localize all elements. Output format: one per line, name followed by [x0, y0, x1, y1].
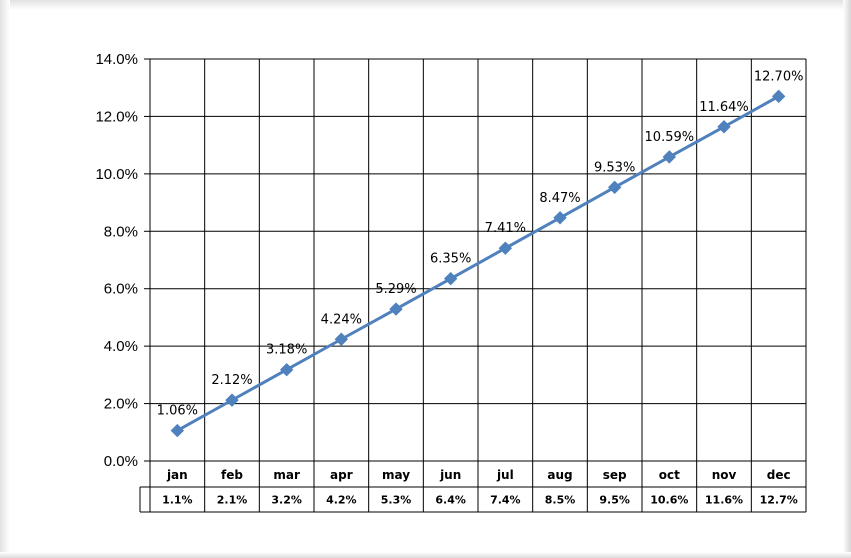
- series-line: [176, 95, 780, 432]
- data-label: 1.06%: [157, 404, 198, 419]
- data-point-marker: [225, 393, 239, 407]
- data-label: 9.53%: [594, 160, 635, 175]
- frame-shadow-left: [0, 0, 10, 558]
- y-tick-label: 0.0%: [104, 453, 138, 470]
- data-table-cell: 2.1%: [217, 494, 248, 507]
- x-category-label: jul: [496, 468, 514, 482]
- data-table-cell: 9.5%: [599, 494, 630, 507]
- y-axis-ticks: 0.0% 2.0% 4.0% 6.0% 8.0% 10.0% 12.0% 14.0%: [95, 51, 138, 470]
- data-table-cell: 11.6%: [705, 494, 743, 507]
- y-tick-label: 14.0%: [95, 51, 138, 68]
- x-category-label: dec: [767, 468, 791, 482]
- data-label: 12.70%: [754, 69, 804, 84]
- data-point-marker: [170, 423, 185, 438]
- data-point-marker: [443, 271, 458, 286]
- data-table-cell: 12.7%: [760, 494, 798, 507]
- y-tick-label: 12.0%: [95, 108, 138, 125]
- y-tick-label: 8.0%: [104, 223, 138, 240]
- frame-shadow-right: [843, 0, 851, 558]
- x-category-label: nov: [712, 468, 737, 482]
- data-table-cell: 6.4%: [435, 494, 466, 507]
- x-category-label: jun: [439, 468, 461, 482]
- data-table-cell: 1.1%: [162, 494, 193, 507]
- data-point-marker: [717, 120, 731, 134]
- y-tick-label: 10.0%: [95, 166, 138, 183]
- data-label: 4.24%: [321, 312, 362, 327]
- data-point-marker: [771, 89, 786, 104]
- data-label: 6.35%: [430, 252, 471, 267]
- data-point-marker: [662, 150, 677, 164]
- data-table-cell: 4.2%: [326, 494, 357, 507]
- grid: [144, 58, 807, 512]
- frame-shadow-top: [0, 0, 851, 10]
- data-point-marker: [607, 180, 622, 195]
- x-category-label: mar: [273, 468, 300, 482]
- series: [170, 89, 786, 438]
- x-category-label: aug: [547, 468, 572, 482]
- x-category-label: feb: [221, 468, 243, 482]
- data-point-marker: [334, 332, 349, 346]
- x-category-label: oct: [659, 468, 680, 482]
- data-table-cell: 5.3%: [381, 494, 412, 507]
- data-table-cell: 10.6%: [650, 494, 688, 507]
- data-label: 3.18%: [266, 343, 307, 358]
- x-category-label: jan: [166, 468, 188, 482]
- data-label: 5.29%: [375, 282, 416, 297]
- data-point-marker: [279, 362, 294, 377]
- data-table-cell: 7.4%: [490, 494, 521, 507]
- y-tick-label: 6.0%: [104, 281, 138, 298]
- x-category-label: apr: [330, 468, 353, 482]
- data-label: 11.64%: [699, 100, 749, 115]
- x-category-label: sep: [603, 468, 627, 482]
- data-label: 7.41%: [485, 221, 526, 236]
- data-label: 2.12%: [211, 373, 252, 388]
- y-tick-label: 2.0%: [104, 396, 138, 413]
- data-point-marker: [498, 241, 513, 255]
- data-point-marker: [553, 211, 567, 225]
- data-table: jan feb mar apr may jun jul aug sep oct nov dec 1.1%…: [139, 468, 806, 513]
- y-tick-label: 4.0%: [104, 338, 138, 355]
- data-point-marker: [389, 302, 403, 316]
- frame-shadow-bottom: [0, 552, 851, 558]
- data-label: 8.47%: [539, 191, 580, 206]
- data-table-cell: 3.2%: [271, 494, 302, 507]
- data-label: 10.59%: [645, 130, 695, 145]
- data-table-cell: 8.5%: [545, 494, 576, 507]
- data-labels: 1.06% 2.12% 3.18% 4.24% 5.29% 6.35% 7.41% 8.47%…: [157, 69, 804, 418]
- x-category-label: may: [382, 468, 410, 482]
